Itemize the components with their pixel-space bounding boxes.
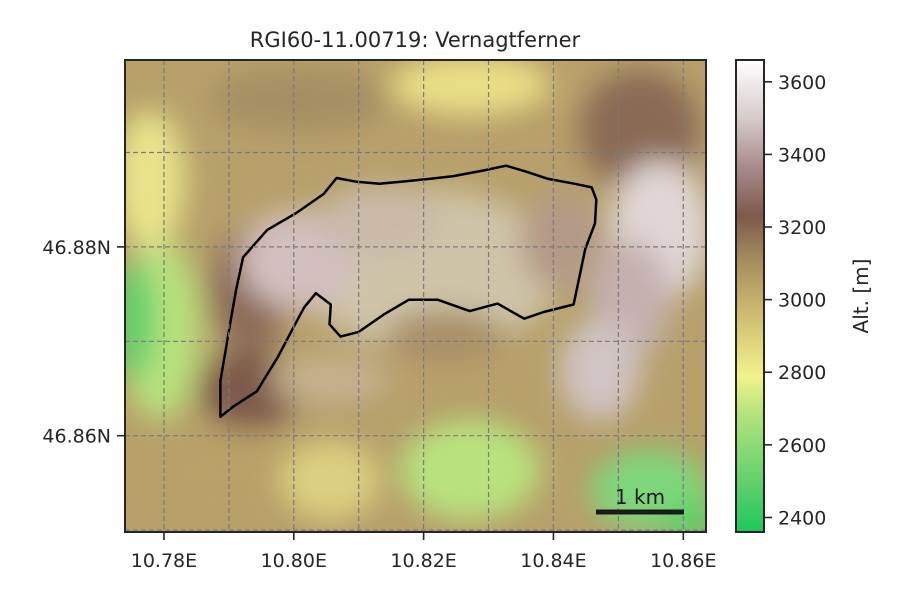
elevation-raster [125,60,706,532]
x-tick-label: 10.84E [520,550,586,572]
colorbar-tick-label: 3400 [778,144,826,166]
colorbar-ticks: 2400 2600 2800 3000 3200 3400 3600 [764,72,826,529]
colorbar-tick-label: 3200 [778,217,826,239]
colorbar: 2400 2600 2800 3000 3200 3400 3600 Alt. [m] [735,59,873,533]
y-tick-label: 46.86N [42,426,111,448]
x-tick-label: 10.86E [650,550,716,572]
colorbar-tick-label: 2600 [778,435,826,457]
x-tick-label: 10.82E [390,550,456,572]
scale-bar: 1 km [596,485,684,515]
scale-bar-label: 1 km [615,485,665,509]
glacier-outline [219,164,598,419]
x-axis: 10.78E 10.80E 10.82E 10.84E 10.86E [131,532,716,572]
colorbar-tick-label: 3600 [778,72,826,94]
plot-frame [124,59,707,533]
y-axis: 46.86N 46.88N [42,237,125,448]
y-tick-label: 46.88N [42,237,111,259]
colorbar-tick-label: 2400 [778,507,826,529]
chart-title: RGI60-11.00719: Vernagtferner [250,28,581,52]
x-tick-label: 10.78E [131,550,197,572]
colorbar-tick-label: 2800 [778,362,826,384]
x-tick-label: 10.80E [261,550,327,572]
colorbar-label: Alt. [m] [849,259,873,334]
colorbar-tick-label: 3000 [778,290,826,312]
grid-lines [125,60,706,532]
colorbar-gradient [735,59,765,533]
